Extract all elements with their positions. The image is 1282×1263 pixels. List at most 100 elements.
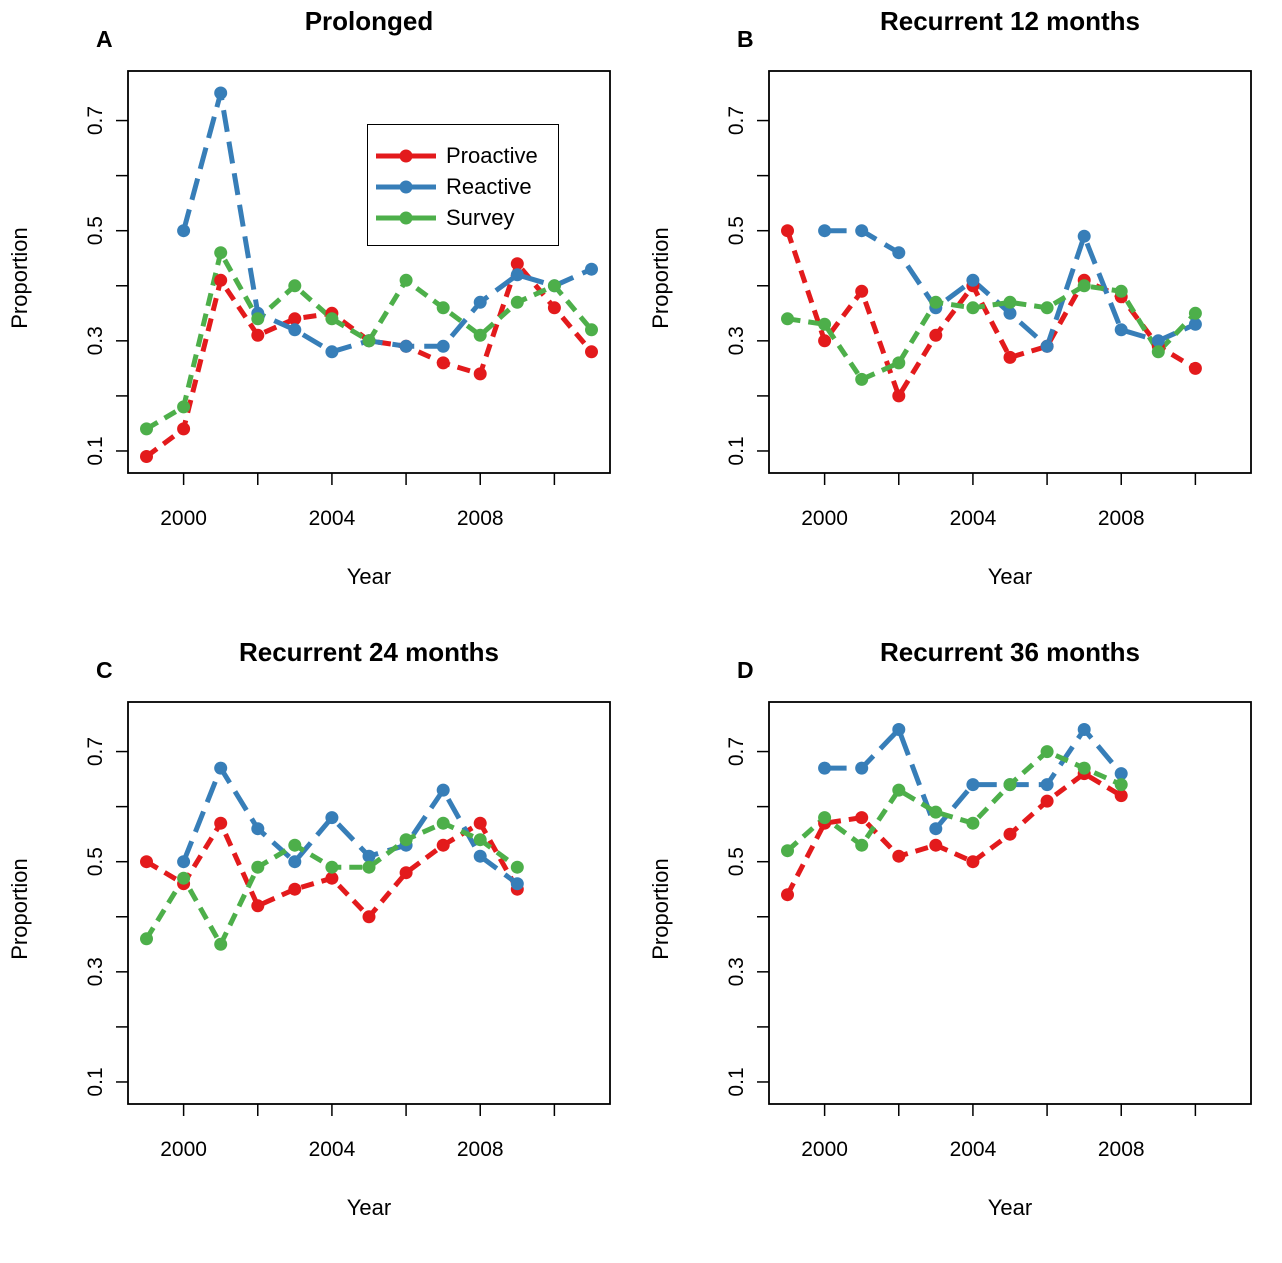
data-point-proactive: [929, 838, 943, 852]
y-tick-label: 0.1: [725, 1067, 748, 1096]
data-point-reactive: [892, 723, 906, 736]
plot-frame: [127, 70, 611, 474]
data-point-proactive: [325, 871, 339, 885]
data-point-proactive: [818, 334, 832, 348]
data-point-proactive: [399, 866, 413, 880]
data-point-survey: [966, 816, 980, 830]
data-point-survey: [288, 838, 302, 852]
data-point-reactive: [1114, 323, 1128, 337]
series-line-survey: [785, 749, 1123, 853]
data-point-survey: [585, 323, 598, 337]
data-point-reactive: [473, 849, 487, 863]
data-point-reactive: [892, 246, 906, 260]
data-point-reactive: [362, 849, 376, 863]
data-point-reactive: [818, 761, 832, 775]
plot-area-d: 2000 2004 2008 0.1 0.3 0.5 0.7: [725, 701, 1252, 1161]
data-point-survey: [1077, 761, 1091, 775]
plot-area-b: 2000 2004 2008 0.1 0.3 0.5 0.7: [725, 70, 1252, 530]
series-line-proactive: [785, 229, 1197, 399]
series-line-proactive: [145, 261, 594, 459]
x-tick-label: 2008: [457, 1138, 504, 1161]
x-tick-label: 2004: [950, 1138, 997, 1161]
x-tick-label: 2008: [457, 507, 504, 530]
x-tick-label: 2008: [1098, 1138, 1145, 1161]
data-point-reactive: [966, 778, 980, 792]
data-point-survey: [1003, 778, 1017, 792]
data-point-proactive: [781, 224, 794, 238]
data-point-reactive: [325, 345, 339, 359]
panel-a: 2000 2004 2008 0.1 0.3 0.5 0.7 A Prolonged Yea…: [0, 0, 641, 631]
data-point-survey: [1077, 279, 1091, 293]
data-point-survey: [966, 301, 980, 315]
data-point-proactive: [1003, 350, 1017, 364]
panel-label: C: [96, 657, 113, 683]
plot-frame: [768, 701, 1252, 1105]
data-point-reactive: [177, 855, 191, 869]
data-point-survey: [781, 312, 794, 326]
chart-title: Recurrent 36 months: [879, 637, 1141, 667]
legend-label: Survey: [446, 205, 515, 230]
data-point-survey: [473, 328, 487, 342]
data-point-reactive: [818, 224, 832, 238]
data-point-proactive: [214, 816, 228, 830]
data-point-survey: [177, 400, 191, 414]
y-tick-label: 0.7: [725, 737, 748, 766]
data-point-proactive: [140, 855, 153, 869]
data-point-reactive: [473, 295, 487, 309]
data-point-survey: [399, 273, 413, 287]
data-point-survey: [325, 860, 339, 874]
data-point-survey: [1151, 345, 1165, 359]
x-tick-label: 2004: [309, 1138, 356, 1161]
data-point-survey: [892, 356, 906, 370]
data-point-reactive: [288, 855, 302, 869]
data-point-reactive: [288, 323, 302, 337]
data-point-reactive: [966, 273, 980, 287]
y-axis-title: Proportion: [7, 227, 32, 329]
legend-item-proactive: Proactive: [368, 141, 558, 171]
x-tick-label: 2000: [160, 507, 207, 530]
data-point-proactive: [781, 888, 794, 902]
data-point-survey: [1040, 301, 1054, 315]
y-axis-title: Proportion: [7, 858, 32, 960]
data-point-reactive: [1077, 229, 1091, 243]
data-point-survey: [929, 295, 943, 309]
data-point-reactive: [585, 262, 598, 276]
data-point-survey: [214, 246, 228, 260]
data-point-reactive: [325, 811, 339, 825]
x-axis-title: Year: [987, 1195, 1033, 1220]
legend-label: Reactive: [446, 174, 532, 199]
data-point-reactive: [399, 339, 413, 353]
data-point-survey: [399, 833, 413, 847]
data-point-proactive: [214, 273, 228, 287]
data-point-survey: [288, 279, 302, 293]
legend-item-survey: Survey: [368, 203, 558, 233]
x-axis-title: Year: [987, 564, 1033, 589]
data-point-proactive: [855, 811, 869, 825]
x-tick-label: 2004: [309, 507, 356, 530]
y-axis-title: Proportion: [648, 227, 673, 329]
data-point-proactive: [855, 284, 869, 298]
y-tick-label: 0.7: [84, 106, 107, 135]
x-axis-title: Year: [346, 564, 392, 589]
legend-swatch-proactive: [376, 149, 436, 163]
data-point-survey: [510, 860, 524, 874]
y-axis-title: Proportion: [648, 858, 673, 960]
data-point-proactive: [251, 328, 265, 342]
data-point-survey: [510, 295, 524, 309]
y-tick-label: 0.3: [84, 326, 107, 355]
data-point-proactive: [473, 816, 487, 830]
panel-c: 2000 2004 2008 0.1 0.3 0.5 0.7 C Recurrent 24 …: [0, 631, 641, 1262]
data-point-reactive: [1188, 317, 1202, 331]
legend: Proactive Reactive Survey: [367, 124, 559, 246]
data-point-survey: [436, 301, 450, 315]
data-point-survey: [362, 860, 376, 874]
data-point-reactive: [929, 822, 943, 836]
data-point-survey: [855, 838, 869, 852]
legend-swatch-reactive: [376, 180, 436, 194]
data-point-survey: [781, 844, 794, 858]
data-point-survey: [473, 833, 487, 847]
data-point-proactive: [473, 367, 487, 381]
plot-area-c: 2000 2004 2008 0.1 0.3 0.5 0.7: [84, 701, 611, 1161]
legend-item-reactive: Reactive: [368, 172, 558, 202]
plot-frame: [127, 701, 611, 1105]
